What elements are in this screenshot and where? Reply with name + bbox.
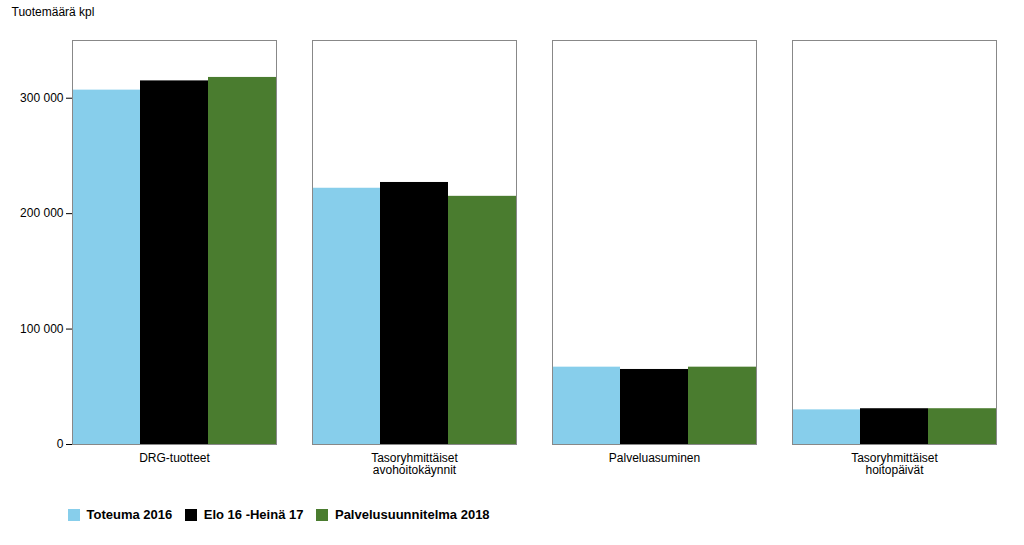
svg-text:300 000: 300 000 (20, 91, 64, 105)
html-text:Toteuma 2016: Toteuma 2016 (86, 507, 173, 522)
svg-text:Palveluasuminen: Palveluasuminen (609, 451, 700, 465)
svg-text:Tasoryhmittäisethoitopäivät: Tasoryhmittäisethoitopäivät (851, 451, 938, 477)
svg-text:DRG-tuotteet: DRG-tuotteet (139, 451, 210, 465)
svg-text:Tasoryhmittäisetavohoitokäynni: Tasoryhmittäisetavohoitokäynnit (371, 451, 458, 477)
html-text:Palvelusuunnitelma 2018: Palvelusuunnitelma 2018 (335, 507, 490, 522)
svg-text:100 000: 100 000 (20, 322, 64, 336)
svg-text:0: 0 (57, 437, 64, 451)
html-text:Elo 16 -Heinä 17: Elo 16 -Heinä 17 (203, 507, 304, 522)
svg-text:Tuotemäärä kpl: Tuotemäärä kpl (12, 5, 95, 19)
svg-text:200 000: 200 000 (20, 206, 64, 220)
